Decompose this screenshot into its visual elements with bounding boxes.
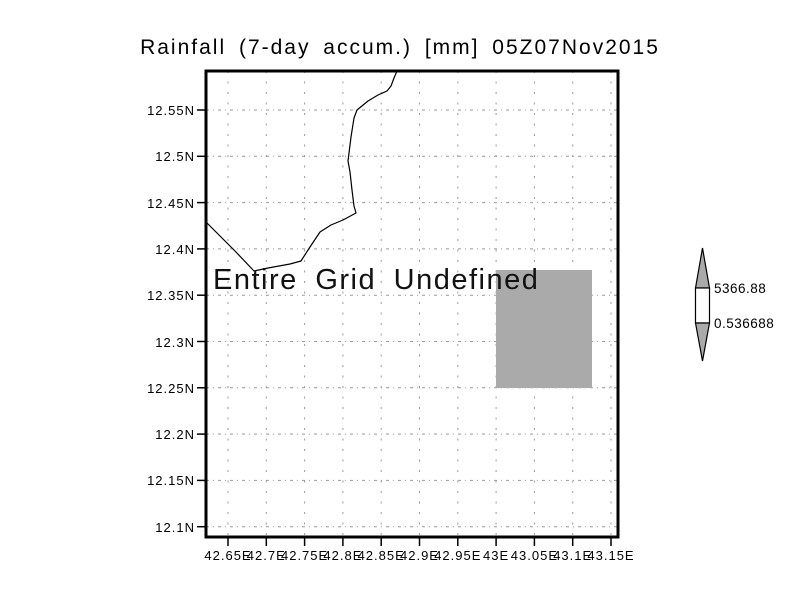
map-frame	[204, 69, 620, 539]
y-tick-label: 12.4N	[155, 241, 195, 257]
x-tick-label: 42.95E	[434, 548, 482, 563]
x-tick-label: 43.1E	[553, 548, 593, 563]
y-tick-label: 12.45N	[147, 195, 195, 211]
x-tick-label: 43.05E	[510, 548, 558, 563]
x-tick-label: 42.85E	[357, 548, 405, 563]
undefined-grid-message: Entire Grid Undefined	[213, 264, 540, 296]
colorbar-min-label: 0.536688	[714, 316, 775, 331]
x-tick-label: 42.7E	[246, 548, 286, 563]
coastline	[205, 70, 398, 272]
undefined-region	[496, 270, 592, 388]
y-tick-label: 12.5N	[155, 149, 195, 165]
colorbar-max-label: 5366.88	[714, 281, 767, 296]
plot-title: Rainfall (7-day accum.) [mm] 05Z07Nov201…	[140, 36, 660, 59]
y-tick-label: 12.35N	[147, 288, 195, 304]
x-tick-label: 42.9E	[400, 548, 439, 563]
y-tick-label: 12.2N	[155, 427, 195, 443]
y-tick-label: 12.15N	[147, 473, 195, 489]
y-tick-label: 12.1N	[155, 519, 195, 535]
x-tick-label: 42.65E	[204, 548, 252, 563]
colorbar-lower-arrow	[694, 322, 711, 362]
y-tick-label: 12.25N	[147, 380, 195, 396]
x-tick-label: 43.15E	[587, 548, 635, 563]
y-tick-label: 12.3N	[155, 334, 195, 350]
x-tick-label: 42.8E	[323, 548, 363, 563]
x-tick-label: 42.75E	[280, 548, 329, 563]
x-tick-label: 43E	[483, 548, 510, 563]
colorbar-upper-arrow	[694, 247, 711, 289]
y-tick-label: 12.55N	[147, 103, 195, 118]
colorbar-box	[694, 287, 711, 324]
